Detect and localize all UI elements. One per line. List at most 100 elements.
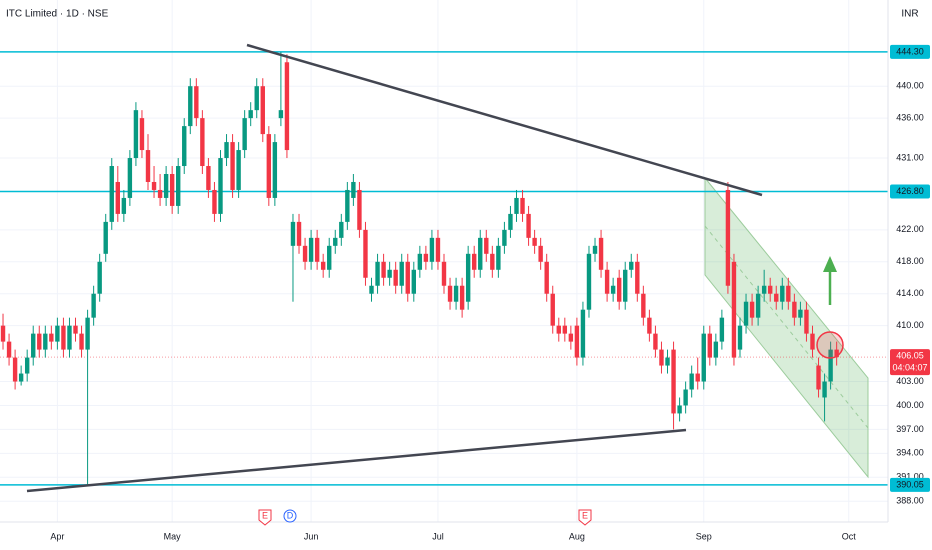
candle-body (616, 277, 622, 302)
candle-body (459, 285, 465, 310)
price-label-box (890, 477, 930, 492)
candle-body (79, 333, 84, 350)
y-tick-label: 431.00 (896, 152, 924, 162)
candle-body (357, 189, 362, 230)
current-price-box (890, 349, 930, 376)
candle-body (689, 373, 694, 390)
candle-body (308, 237, 314, 262)
x-tick-label: May (164, 531, 182, 541)
y-tick-label: 391.00 (896, 472, 924, 482)
candle-body (43, 333, 48, 350)
candle-body (411, 269, 416, 294)
countdown: 04:04:07 (892, 363, 927, 373)
candle-body (749, 301, 755, 318)
candle-body (314, 237, 320, 262)
candle-body (768, 285, 773, 294)
candle-body (212, 189, 217, 214)
y-tick-label: 403.00 (896, 376, 924, 386)
candle-body (417, 253, 423, 270)
candle-body (405, 261, 410, 294)
candle-body (568, 333, 574, 342)
candle-body (725, 189, 731, 286)
candle-body (381, 261, 386, 278)
candle-body (574, 325, 580, 358)
candle-body (719, 317, 725, 342)
x-tick-label: Jul (432, 531, 444, 541)
candle-body (151, 181, 157, 190)
candle-body (393, 269, 398, 286)
candle-body (242, 118, 247, 151)
candle-body (786, 285, 791, 302)
candle-body (345, 189, 350, 222)
candle-body (200, 118, 205, 167)
candle-body (520, 197, 525, 214)
y-tick-label: 414.00 (896, 288, 924, 298)
candle-body (272, 142, 278, 198)
candle-body (804, 309, 809, 334)
candle-body (423, 253, 429, 262)
candle-body (810, 333, 815, 350)
candle-body (333, 237, 338, 246)
candle-body (339, 221, 344, 238)
candle-body (327, 245, 332, 270)
highlight-circle (816, 331, 844, 359)
candle-body (447, 285, 453, 302)
candle-body (49, 333, 54, 342)
price-label: 390.05 (896, 479, 924, 489)
candle-body (188, 86, 193, 127)
current-price-label: 406.05 (896, 351, 924, 361)
candle-body (755, 293, 761, 318)
candle-body (508, 213, 513, 230)
x-tick-label: Jun (304, 531, 319, 541)
candle-body (737, 325, 743, 350)
channel-mid (704, 225, 869, 429)
event-marker: E (578, 509, 592, 526)
candle-body (435, 237, 441, 262)
candle-body (659, 349, 664, 366)
candle-body (580, 309, 586, 358)
candle-body (623, 269, 628, 302)
candle-body (218, 158, 223, 214)
candle-body (266, 134, 272, 198)
x-tick-label: Sep (696, 531, 712, 541)
candle-body (103, 221, 108, 254)
candle-body (526, 213, 531, 238)
candle-body (538, 245, 543, 262)
candle-body (798, 309, 803, 318)
candle-body (701, 333, 706, 382)
candle-body (586, 253, 592, 310)
y-tick-label: 400.00 (896, 400, 924, 410)
y-tick-label: 440.00 (896, 81, 924, 91)
candle-body (532, 237, 537, 246)
candle-body (91, 293, 96, 318)
candle-body (502, 229, 507, 246)
candle-body (604, 269, 610, 294)
candle-body (176, 166, 181, 206)
candle-body (707, 333, 712, 358)
candle-body (163, 174, 169, 198)
candle-body (254, 86, 259, 111)
y-tick-label: 394.00 (896, 448, 924, 458)
candle-body (544, 261, 549, 294)
candle-body (610, 285, 616, 294)
candle-body (55, 325, 60, 342)
candle-body (671, 349, 676, 414)
candle-body (73, 325, 78, 334)
price-label: 426.80 (896, 186, 924, 196)
candle-body (780, 285, 785, 302)
candle-body (182, 126, 187, 167)
x-tick-label: Aug (569, 531, 585, 541)
candle-body (363, 229, 368, 278)
candle-body (441, 261, 447, 286)
candle-body (683, 389, 688, 406)
candle-body (296, 221, 302, 246)
candle-body (792, 301, 797, 318)
candle-body (647, 317, 652, 334)
candle-body (635, 261, 640, 294)
event-marker: E (258, 509, 272, 526)
candle-body (12, 357, 18, 382)
candle-body (761, 285, 767, 294)
y-tick-label: 397.00 (896, 424, 924, 434)
candle-body (743, 301, 749, 326)
trendline (26, 428, 687, 493)
